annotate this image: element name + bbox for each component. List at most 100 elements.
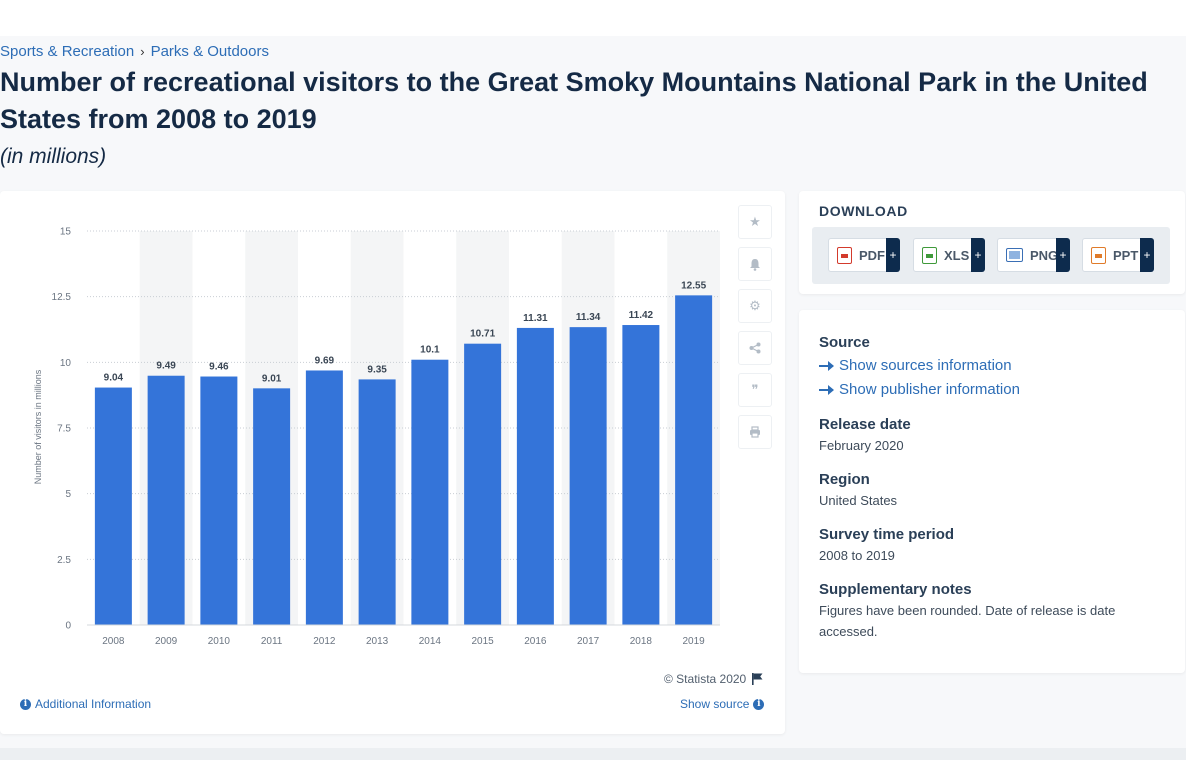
ppt-label: PPT [1113,247,1139,263]
region-value: United States [819,493,898,508]
copyright-notice: © Statista 2020 [664,672,763,686]
bar-value-label: 9.49 [156,361,176,372]
download-png-button[interactable]: PNG + [997,238,1070,272]
bar [411,359,449,625]
x-tick-label: 2012 [313,636,336,647]
bar-value-label: 9.01 [262,373,282,384]
x-tick-label: 2017 [577,636,600,647]
bar-value-label: 11.31 [523,313,548,324]
xls-label: XLS [944,247,970,263]
page-bottom-bar [0,748,1186,760]
flag-icon[interactable] [752,673,763,685]
survey-period-heading: Survey time period [819,526,955,543]
bar [200,376,238,625]
source-panel: Source Show sources information Show pub… [799,310,1185,673]
x-tick-label: 2013 [366,636,389,647]
x-tick-label: 2015 [472,636,495,647]
breadcrumb: Sports & Recreation › Parks & Outdoors [0,43,269,60]
y-tick-label: 7.5 [57,424,71,435]
pdf-label: PDF [859,247,885,263]
copyright-text: © Statista 2020 [664,672,747,686]
supplementary-notes-heading: Supplementary notes [819,581,972,598]
top-bar [0,0,1186,36]
download-tray: PDF + XLS + PNG + PPT + [812,227,1170,284]
y-tick-label: 5 [65,489,71,500]
x-tick-label: 2008 [102,636,125,647]
show-sources-link[interactable]: Show sources information [819,357,1012,374]
quote-icon: ❞ [751,382,759,397]
show-source-label: Show source [680,697,750,711]
share-button[interactable] [738,331,772,365]
info-icon: i [753,698,765,710]
download-pdf-button[interactable]: PDF + [828,238,900,272]
bar-value-label: 9.04 [104,373,124,384]
x-tick-label: 2009 [155,636,178,647]
release-date-value: February 2020 [819,438,904,453]
png-label: PNG [1030,247,1059,263]
download-xls-button[interactable]: XLS + [913,238,985,272]
bar-value-label: 11.42 [629,310,654,321]
show-publisher-label: Show publisher information [839,381,1020,398]
breadcrumb-separator: › [140,44,145,59]
bar-value-label: 9.46 [209,362,229,373]
additional-information-link[interactable]: i Additional Information [20,697,151,711]
bar-value-label: 12.55 [681,280,706,291]
x-tick-label: 2014 [419,636,442,647]
bar [358,379,396,625]
bar [94,387,132,625]
download-heading: DOWNLOAD [819,203,908,219]
settings-button[interactable]: ⚙ [738,289,772,323]
bar-value-label: 10.71 [470,329,495,340]
bar [305,370,343,625]
breadcrumb-item-sports[interactable]: Sports & Recreation [0,43,135,60]
x-tick-label: 2010 [208,636,231,647]
bar [516,327,554,625]
x-tick-label: 2019 [683,636,706,647]
x-tick-label: 2018 [630,636,653,647]
print-button[interactable] [738,415,772,449]
cite-button[interactable]: ❞ [738,373,772,407]
bell-icon [750,258,760,271]
notification-button[interactable] [738,247,772,281]
favorite-button[interactable]: ★ [738,205,772,239]
y-tick-label: 2.5 [57,555,71,566]
print-icon [750,426,760,438]
bar [622,325,660,625]
png-plus: + [1056,238,1070,272]
png-file-icon [1006,248,1023,262]
star-icon: ★ [749,214,761,229]
page-title: Number of recreational visitors to the G… [0,67,1148,134]
download-ppt-button[interactable]: PPT + [1082,238,1154,272]
xls-plus: + [971,238,985,272]
bar-chart: 0 2.5 5 7.5 10 12.5 15 9.04 2008 9.49 2009 9.46 2010… [33,227,720,647]
breadcrumb-item-parks[interactable]: Parks & Outdoors [150,43,269,60]
show-publisher-link[interactable]: Show publisher information [819,381,1020,398]
y-axis-label: Number of visitors in millions [33,369,43,484]
bar [569,327,607,625]
y-tick-label: 15 [60,227,72,238]
page-subtitle: (in millions) [0,145,107,168]
bar [147,375,185,625]
download-panel: DOWNLOAD PDF + XLS + PNG + PPT + [799,191,1185,294]
xls-file-icon [922,246,937,264]
region-heading: Region [819,471,870,488]
gear-icon: ⚙ [749,298,761,313]
pdf-plus: + [886,238,900,272]
source-heading: Source [819,334,870,351]
bar [675,295,713,625]
bar-value-label: 9.69 [315,355,335,366]
bar [253,388,291,625]
bar-value-label: 9.35 [367,364,387,375]
show-source-link[interactable]: Show source i [680,697,765,711]
ppt-file-icon [1091,246,1106,264]
x-tick-label: 2011 [261,636,283,647]
release-date-heading: Release date [819,416,911,433]
additional-information-label: Additional Information [35,697,152,711]
y-tick-label: 0 [65,621,71,632]
show-sources-label: Show sources information [839,357,1012,374]
supplementary-notes-value: Figures have been rounded. Date of relea… [819,603,1116,639]
survey-period-value: 2008 to 2019 [819,548,895,563]
share-icon [749,342,761,354]
bar-value-label: 11.34 [576,312,601,323]
pdf-file-icon [837,246,852,264]
